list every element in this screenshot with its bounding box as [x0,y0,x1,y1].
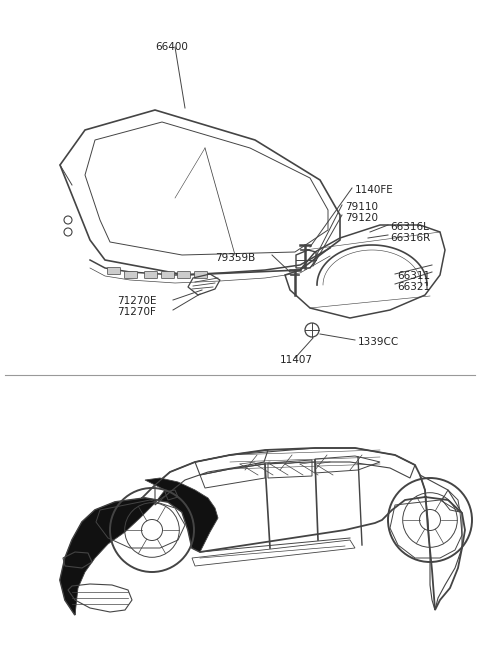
FancyBboxPatch shape [124,272,137,279]
FancyBboxPatch shape [178,272,191,279]
Text: 1339CC: 1339CC [358,337,399,347]
Text: 79110: 79110 [345,202,378,212]
Text: 1140FE: 1140FE [355,185,394,195]
Text: 71270E: 71270E [117,296,156,306]
Text: 66316L: 66316L [390,222,429,232]
Text: 66311: 66311 [397,271,430,281]
Text: 66321: 66321 [397,282,430,292]
Text: 66316R: 66316R [390,233,430,243]
Text: 71270F: 71270F [117,307,156,317]
FancyBboxPatch shape [161,272,175,279]
Text: 11407: 11407 [280,355,313,365]
Text: 79120: 79120 [345,213,378,223]
FancyBboxPatch shape [194,272,207,279]
FancyBboxPatch shape [144,272,157,279]
Polygon shape [60,478,218,615]
Text: 66400: 66400 [155,42,188,52]
Text: 79359B: 79359B [215,253,255,263]
FancyBboxPatch shape [108,268,120,274]
